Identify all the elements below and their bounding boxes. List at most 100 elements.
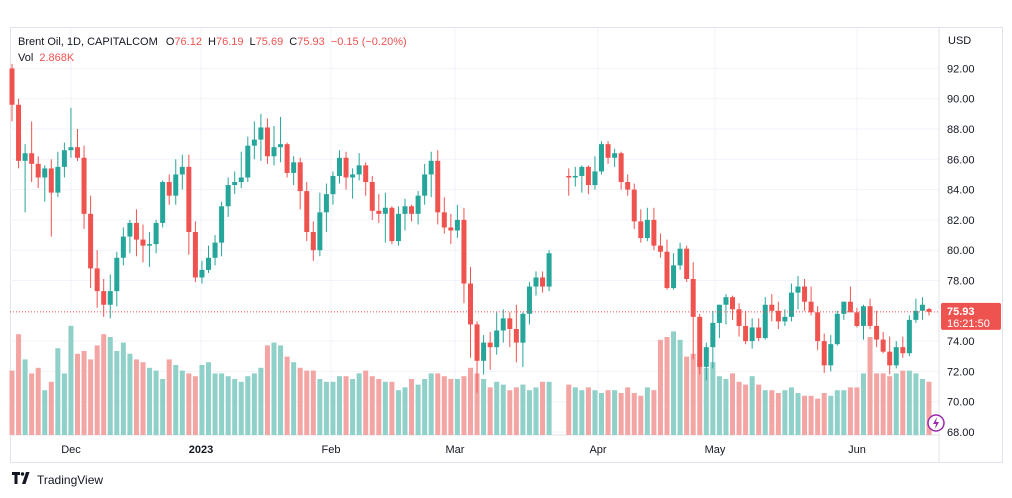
candle-body[interactable]: [153, 222, 159, 245]
candle-body[interactable]: [913, 310, 919, 320]
candle-body[interactable]: [9, 68, 15, 105]
candle-body[interactable]: [317, 212, 323, 251]
candle-body[interactable]: [330, 175, 336, 195]
candle-body[interactable]: [382, 207, 388, 214]
candle-body[interactable]: [468, 283, 473, 325]
candle-body[interactable]: [186, 166, 192, 233]
candle-body[interactable]: [546, 253, 552, 287]
candle-body[interactable]: [906, 319, 912, 354]
candle-body[interactable]: [147, 244, 153, 246]
candle-body[interactable]: [343, 157, 349, 178]
candle-body[interactable]: [703, 347, 709, 367]
candle-body[interactable]: [736, 309, 742, 326]
candle-body[interactable]: [821, 341, 827, 366]
candle-body[interactable]: [101, 291, 107, 305]
candle-body[interactable]: [769, 304, 775, 311]
candle-body[interactable]: [723, 297, 729, 305]
candle-body[interactable]: [68, 147, 74, 151]
candle-body[interactable]: [834, 313, 840, 345]
candle-body[interactable]: [127, 222, 133, 237]
candle-body[interactable]: [730, 297, 735, 310]
candle-body[interactable]: [592, 171, 598, 186]
candle-body[interactable]: [35, 163, 41, 178]
candle-body[interactable]: [854, 312, 860, 326]
candle-body[interactable]: [179, 166, 185, 175]
candle-body[interactable]: [893, 347, 899, 366]
candle-body[interactable]: [461, 219, 467, 284]
candle-body[interactable]: [225, 185, 231, 207]
candle-body[interactable]: [310, 232, 316, 251]
candle-body[interactable]: [579, 166, 585, 176]
candle-body[interactable]: [874, 325, 880, 340]
candle-body[interactable]: [395, 213, 401, 242]
candle-body[interactable]: [481, 342, 487, 361]
candle-body[interactable]: [716, 304, 722, 323]
candle-body[interactable]: [644, 219, 650, 239]
candle-body[interactable]: [48, 168, 54, 193]
candle-body[interactable]: [487, 342, 493, 348]
candle-body[interactable]: [245, 145, 251, 178]
chart-frame[interactable]: [10, 27, 1003, 463]
candle-body[interactable]: [566, 175, 572, 178]
candle-body[interactable]: [133, 222, 139, 240]
candle-body[interactable]: [363, 165, 369, 183]
candle-body[interactable]: [61, 150, 67, 167]
candle-body[interactable]: [861, 306, 866, 326]
candle-body[interactable]: [323, 194, 329, 213]
candle-body[interactable]: [454, 219, 460, 231]
candle-body[interactable]: [232, 182, 238, 186]
candle-body[interactable]: [376, 210, 382, 214]
candle-body[interactable]: [513, 328, 519, 343]
candle-body[interactable]: [55, 166, 61, 193]
candle-body[interactable]: [107, 291, 113, 305]
candle-body[interactable]: [612, 153, 618, 158]
candle-body[interactable]: [690, 278, 696, 317]
candle-body[interactable]: [402, 206, 408, 214]
candle-body[interactable]: [448, 227, 454, 231]
candle-body[interactable]: [677, 248, 683, 266]
candle-body[interactable]: [638, 221, 644, 239]
candle-body[interactable]: [618, 153, 624, 183]
candle-body[interactable]: [88, 213, 94, 269]
candle-body[interactable]: [284, 144, 290, 173]
candle-body[interactable]: [572, 175, 578, 178]
candle-body[interactable]: [94, 268, 100, 292]
candle-body[interactable]: [389, 207, 395, 242]
candle-body[interactable]: [258, 127, 264, 140]
candle-body[interactable]: [219, 206, 225, 243]
candle-body[interactable]: [120, 236, 126, 258]
candle-body[interactable]: [369, 182, 375, 211]
candle-body[interactable]: [75, 147, 80, 158]
candle-body[interactable]: [160, 182, 166, 223]
candle-body[interactable]: [887, 351, 893, 366]
candle-body[interactable]: [756, 327, 762, 339]
candle-body[interactable]: [22, 153, 28, 161]
tradingview-footer[interactable]: TradingView: [12, 472, 103, 487]
candle-body[interactable]: [264, 127, 270, 157]
candle-body[interactable]: [16, 104, 22, 161]
candle-body[interactable]: [749, 327, 755, 342]
candle-body[interactable]: [533, 277, 539, 287]
candle-body[interactable]: [788, 292, 794, 317]
candle-body[interactable]: [762, 304, 768, 339]
candle-body[interactable]: [599, 144, 604, 172]
candle-body[interactable]: [782, 316, 788, 322]
candle-body[interactable]: [297, 162, 303, 192]
candle-body[interactable]: [304, 191, 310, 233]
candle-body[interactable]: [114, 257, 120, 292]
candle-body[interactable]: [140, 239, 146, 246]
candle-body[interactable]: [337, 157, 342, 176]
candle-body[interactable]: [212, 242, 218, 258]
candle-body[interactable]: [291, 162, 297, 173]
candle-body[interactable]: [415, 195, 421, 214]
candle-body[interactable]: [251, 139, 257, 146]
candle-body[interactable]: [684, 248, 690, 279]
candle-body[interactable]: [192, 232, 198, 278]
candle-body[interactable]: [847, 301, 853, 313]
candle-body[interactable]: [166, 182, 172, 196]
candle-body[interactable]: [867, 306, 873, 326]
candle-body[interactable]: [422, 174, 428, 196]
candle-body[interactable]: [278, 144, 284, 148]
candle-body[interactable]: [494, 330, 500, 348]
